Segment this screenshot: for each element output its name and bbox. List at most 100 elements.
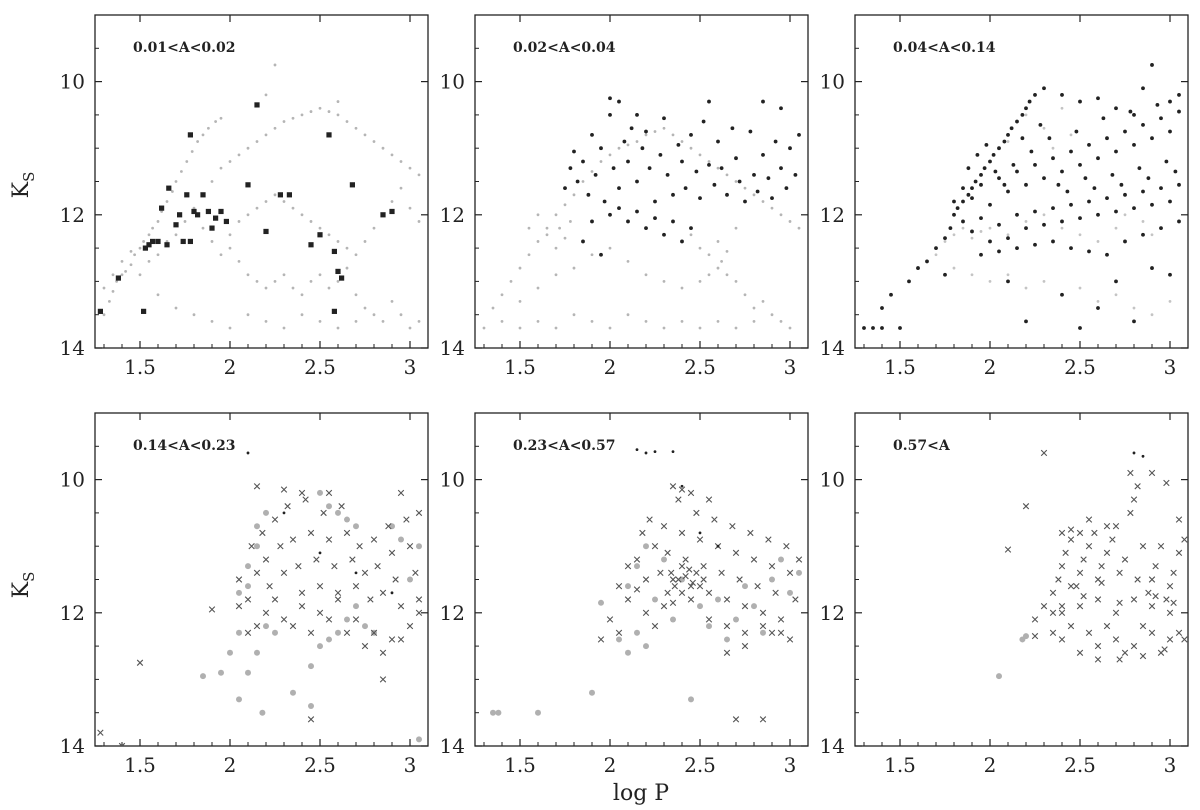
data-point-cross	[1139, 543, 1147, 550]
data-point-cross	[280, 616, 288, 623]
data-point-dot	[788, 146, 792, 151]
data-point-cross	[687, 489, 695, 497]
data-point-dot	[608, 246, 612, 250]
data-point-dot	[1078, 99, 1082, 104]
data-point-dot	[644, 133, 648, 137]
data-point-dot	[961, 186, 965, 191]
data-point-cross	[370, 536, 378, 543]
data-point-dot	[1114, 106, 1118, 111]
y-tick-label: 12	[440, 601, 465, 625]
data-point-cross	[1139, 622, 1147, 630]
data-point-dot	[156, 253, 160, 257]
data-point-dot	[617, 206, 621, 211]
data-point-dot	[898, 326, 902, 330]
data-point-dot	[1002, 139, 1007, 144]
data-point-cross	[262, 609, 270, 616]
data-point-dot	[1159, 186, 1163, 191]
data-point-cross	[208, 606, 216, 613]
data-point-dot	[662, 326, 666, 330]
data-point-cross	[678, 486, 686, 493]
data-point-cross	[1148, 576, 1156, 583]
data-point-dot	[174, 180, 178, 183]
data-point-cross	[646, 516, 653, 523]
data-point-cross	[1031, 632, 1039, 640]
data-point-dot	[201, 226, 205, 230]
data-point-dot	[712, 182, 717, 187]
data-point-cross	[1181, 636, 1188, 643]
panel-bottom-left: 1.5 2 2.5 3 10 12 14 0.14<A<0.23	[60, 412, 429, 777]
data-point-square	[150, 238, 156, 245]
data-point-dot	[975, 152, 980, 157]
data-point-circle	[263, 623, 269, 630]
data-point-dot	[680, 159, 684, 164]
data-point-cross	[747, 529, 754, 537]
data-point-dot	[1015, 119, 1019, 124]
data-point-cross	[678, 589, 686, 597]
data-point-dot	[1078, 216, 1082, 221]
data-point-dot	[779, 166, 783, 171]
data-point-dot	[1051, 146, 1055, 150]
data-point-dot	[536, 319, 540, 323]
data-point-dot	[300, 113, 304, 117]
data-point-circle	[398, 536, 404, 543]
data-point-dot	[309, 220, 313, 223]
data-point-dot	[943, 236, 947, 241]
panel-title: 0.01<A<0.02	[133, 40, 236, 56]
panel-bottom-center: 1.5 2 2.5 3 10 12 14 0.23<A<0.57	[440, 412, 809, 777]
data-point-dot	[1092, 186, 1097, 191]
data-point-dot	[1087, 199, 1091, 204]
data-point-dot	[889, 292, 893, 297]
data-point-cross	[777, 616, 785, 623]
data-point-dot	[770, 206, 774, 210]
data-point-dot	[761, 152, 765, 157]
data-point-dot	[979, 252, 983, 257]
data-point-dot	[1123, 129, 1127, 134]
data-point-dot	[536, 213, 540, 217]
data-point-dot	[1020, 136, 1025, 141]
data-point-dot	[993, 169, 998, 174]
y-tick-label: 10	[440, 70, 465, 94]
data-point-dot	[228, 160, 232, 163]
data-point-dot	[192, 313, 196, 317]
data-point-dot	[1033, 162, 1037, 167]
data-point-cross	[379, 589, 387, 597]
data-point-dot	[491, 306, 495, 310]
data-point-cross	[325, 616, 333, 623]
data-point-cross	[313, 556, 320, 563]
data-point-dot	[1096, 240, 1100, 243]
data-point-dot	[952, 212, 956, 217]
data-point-dot	[988, 280, 992, 283]
data-point-dot	[730, 126, 735, 131]
data-point-dot	[671, 219, 675, 224]
data-point-cross	[1058, 562, 1066, 570]
data-point-cross	[1112, 636, 1120, 643]
data-point-dot	[698, 326, 702, 330]
data-point-dot	[536, 240, 540, 243]
data-point-circle	[218, 669, 224, 676]
data-point-dot	[1177, 219, 1181, 224]
data-point-dot	[1060, 219, 1064, 224]
data-point-dot	[1024, 106, 1028, 111]
data-point-dot	[1128, 109, 1133, 114]
data-point-cross	[741, 602, 749, 610]
data-point-cross	[1067, 582, 1075, 590]
data-point-dot	[680, 484, 684, 488]
data-point-dot	[309, 280, 313, 283]
data-point-cross	[325, 536, 333, 543]
data-point-dot	[1083, 176, 1088, 181]
data-point-square	[115, 275, 121, 281]
data-point-dot	[1150, 136, 1154, 141]
data-point-cross	[754, 582, 761, 590]
data-point-cross	[302, 496, 309, 503]
data-point-dot	[793, 172, 798, 177]
data-point-cross	[284, 503, 291, 510]
data-point-cross	[370, 629, 378, 636]
data-point-dot	[653, 199, 657, 204]
data-point-dot	[611, 166, 616, 171]
data-point-circle	[416, 543, 422, 550]
data-point-dot	[327, 110, 331, 113]
data-point-dot	[1119, 182, 1124, 187]
data-point-circle	[670, 616, 676, 623]
y-tick-label: 10	[820, 70, 845, 94]
data-point-dot	[408, 326, 412, 330]
